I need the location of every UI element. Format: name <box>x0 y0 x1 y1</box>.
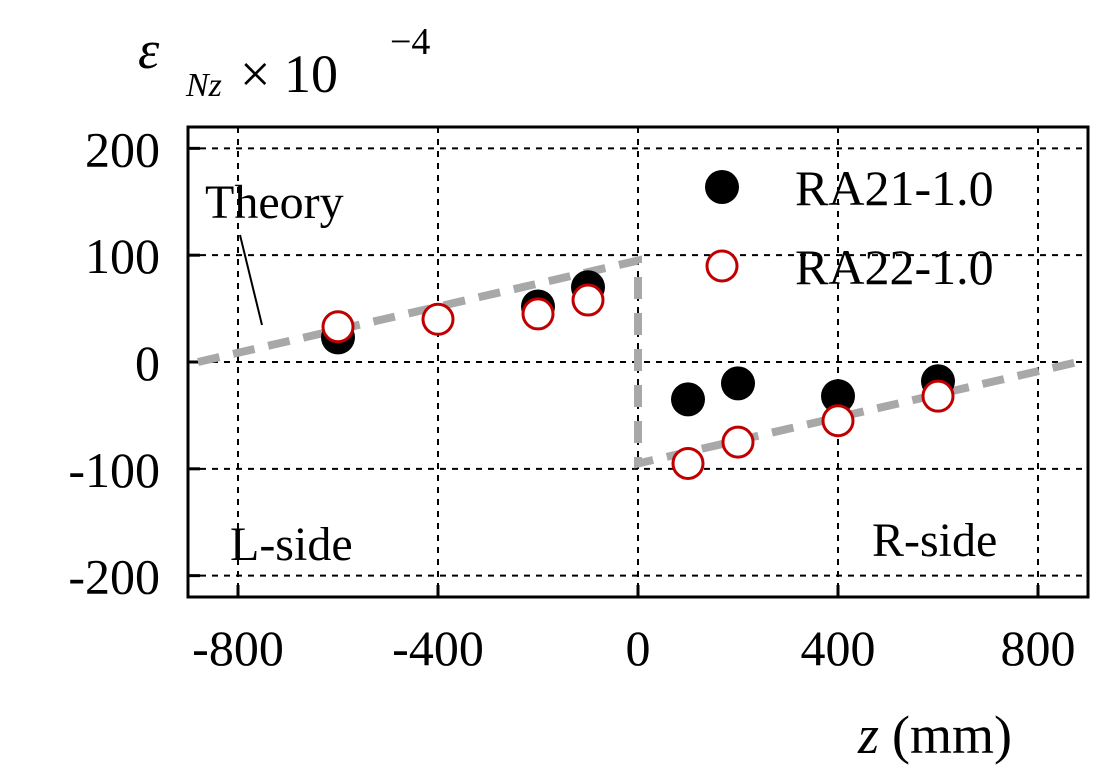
y-tick-label: 200 <box>85 121 160 177</box>
y-label-exponent: −4 <box>390 21 430 63</box>
ra21-point <box>721 366 755 401</box>
theory-line <box>197 255 1079 469</box>
y-tick-label: 0 <box>135 335 160 391</box>
y-tick-label: -100 <box>68 442 160 498</box>
x-tick-label: -800 <box>192 620 284 676</box>
y-tick-label: -200 <box>68 549 160 605</box>
ra22-point <box>921 379 955 413</box>
r-side-label: R-side <box>872 514 997 567</box>
x-axis-label: z (mm) <box>857 705 1012 765</box>
ra21-point <box>671 382 705 417</box>
legend-label-ra22: RA22-1.0 <box>795 239 994 295</box>
y-tick-label: 100 <box>85 228 160 284</box>
ra21-point <box>821 379 855 414</box>
l-side-label: L-side <box>230 518 353 571</box>
theory-label: Theory <box>205 176 344 229</box>
y-label-symbol: ε <box>138 20 160 80</box>
ra22-point <box>671 446 705 480</box>
x-tick-label: -400 <box>392 620 484 676</box>
ra22-point <box>821 404 855 438</box>
ra22-point <box>721 425 755 459</box>
legend-label-ra21: RA21-1.0 <box>795 160 994 216</box>
ra22-point <box>521 297 555 331</box>
theory-leader-line <box>239 234 263 326</box>
ra22-point <box>421 302 455 336</box>
x-tick-label: 800 <box>1001 620 1076 676</box>
x-label-variable: z <box>857 705 879 765</box>
theory-curve-group <box>197 255 1079 469</box>
ra22-point <box>321 310 355 344</box>
y-label-times: × 10 <box>240 44 338 104</box>
data-points <box>321 270 955 480</box>
x-tick-label: 0 <box>626 620 651 676</box>
legend-marker-ra21 <box>705 170 739 204</box>
x-label-unit: (mm) <box>892 705 1012 765</box>
legend-marker-ra22 <box>705 249 739 283</box>
y-axis-label: ε Nz × 10 −4 <box>138 20 430 104</box>
legend: RA21-1.0 RA22-1.0 <box>705 160 994 295</box>
axis-ticks: -800 -400 0 400 800 -200 -100 0 100 200 <box>68 121 1075 676</box>
x-tick-label: 400 <box>801 620 876 676</box>
ra22-point <box>571 283 605 317</box>
y-label-subscript: Nz <box>185 67 222 104</box>
